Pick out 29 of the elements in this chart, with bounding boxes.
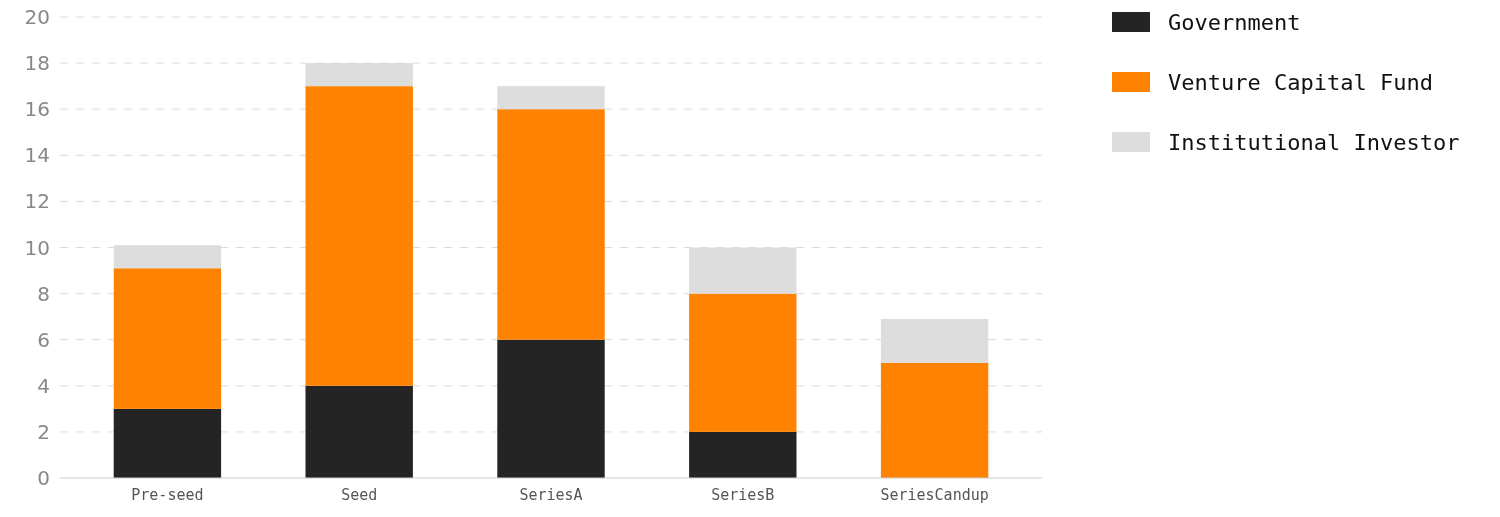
x-tick-label: SeriesB xyxy=(711,486,775,504)
bar xyxy=(689,293,797,432)
bar xyxy=(880,362,989,478)
y-tick-label: 18 xyxy=(24,51,50,76)
y-tick-label: 2 xyxy=(37,419,50,444)
y-tick-label: 12 xyxy=(24,189,50,214)
x-tick-label: Pre-seed xyxy=(131,486,204,504)
y-tick-label: 6 xyxy=(37,327,50,352)
bar xyxy=(689,431,797,478)
x-tick-label: Seed xyxy=(341,486,378,504)
legend-label: Venture Capital Fund xyxy=(1168,69,1433,95)
legend-label: Government xyxy=(1168,9,1301,35)
legend-label: Institutional Investor xyxy=(1168,129,1460,155)
y-tick-label: 14 xyxy=(24,143,50,168)
bar xyxy=(305,385,413,478)
bar xyxy=(113,408,222,478)
bar xyxy=(497,339,605,478)
bar xyxy=(497,86,605,110)
bar xyxy=(113,268,222,409)
bar xyxy=(497,109,605,340)
y-tick-label: 0 xyxy=(37,466,50,490)
y-tick-label: 10 xyxy=(24,235,50,260)
x-tick-label: SeriesA xyxy=(519,486,583,504)
y-tick-label: 16 xyxy=(24,97,50,122)
x-tick-label: SeriesCandup xyxy=(880,486,989,504)
y-tick-label: 4 xyxy=(37,373,50,398)
bar xyxy=(305,86,413,386)
y-tick-label: 8 xyxy=(37,281,50,306)
y-tick-label: 20 xyxy=(24,5,50,29)
